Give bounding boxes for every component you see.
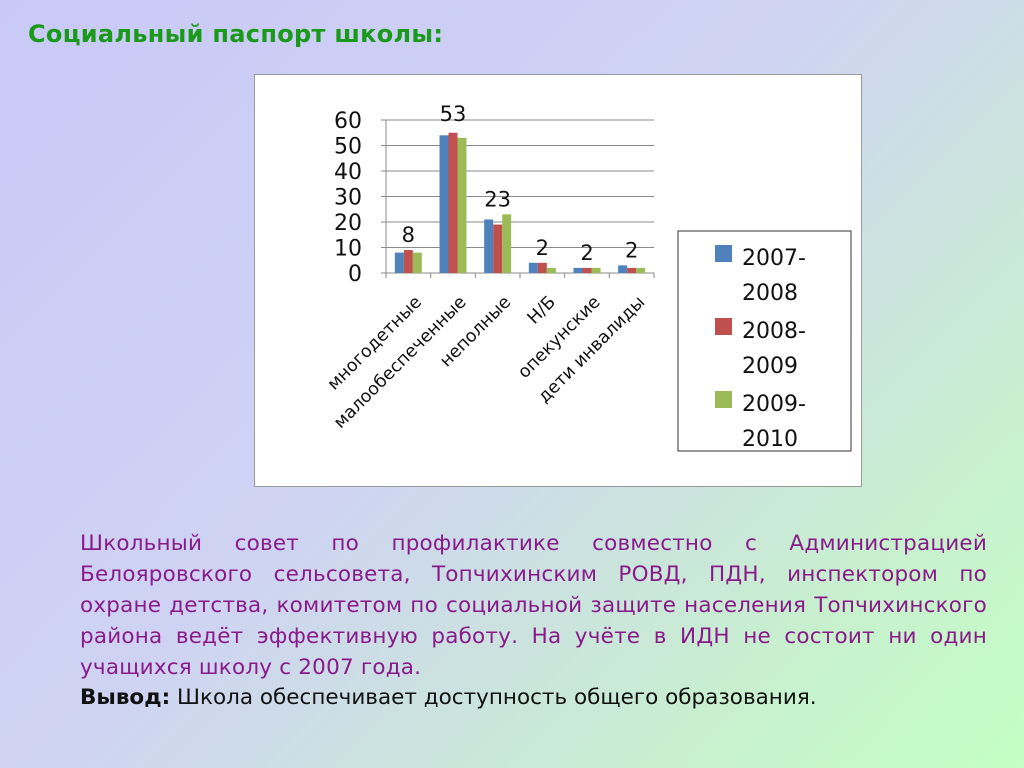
legend-label-cont: 2010 bbox=[742, 427, 798, 452]
bar bbox=[627, 267, 637, 273]
bar bbox=[403, 250, 413, 273]
legend-label: 2007- bbox=[742, 246, 806, 271]
bar bbox=[448, 132, 458, 273]
legend-label: 2008- bbox=[742, 319, 806, 344]
chart-frame: 0 10 20 30 40 50 60 8 многодетные 53 малообеспечен… bbox=[254, 74, 862, 487]
x-tick-label: Н/Б bbox=[524, 292, 560, 328]
legend-label-cont: 2008 bbox=[742, 281, 798, 306]
legend-swatch bbox=[715, 318, 732, 335]
bar bbox=[493, 224, 503, 273]
y-tick-label: 20 bbox=[334, 211, 362, 236]
slide-title: Социальный паспорт школы: bbox=[28, 20, 444, 48]
conclusion-label: Вывод: bbox=[80, 685, 171, 710]
bar bbox=[484, 219, 494, 273]
bar bbox=[582, 267, 592, 273]
conclusion-text: Школа обеспечивает доступность общего об… bbox=[170, 685, 817, 710]
data-label: 8 bbox=[402, 223, 415, 247]
y-tick-label: 10 bbox=[334, 237, 362, 262]
bar bbox=[636, 267, 646, 273]
data-label: 23 bbox=[484, 187, 511, 211]
data-label: 2 bbox=[580, 241, 593, 265]
bar bbox=[591, 267, 601, 273]
bar bbox=[439, 135, 449, 273]
y-tick-label: 60 bbox=[334, 109, 362, 134]
bar bbox=[528, 262, 538, 273]
legend-label-cont: 2009 bbox=[742, 354, 798, 379]
bar bbox=[546, 267, 556, 273]
data-label: 2 bbox=[536, 236, 549, 260]
y-tick-label: 40 bbox=[334, 160, 362, 185]
conclusion: Вывод: Школа обеспечивает доступность об… bbox=[80, 682, 987, 713]
y-tick-label: 0 bbox=[348, 262, 362, 287]
bar-chart: 01020304050608многодетные53малообеспечен… bbox=[324, 102, 852, 452]
legend-swatch bbox=[715, 245, 732, 262]
bar bbox=[457, 137, 467, 273]
body-paragraph: Школьный совет по профилактике совместно… bbox=[80, 531, 987, 680]
y-tick-label: 30 bbox=[334, 186, 362, 211]
legend-swatch bbox=[715, 391, 732, 408]
bar bbox=[537, 262, 547, 273]
bar bbox=[502, 214, 512, 273]
bar bbox=[573, 267, 583, 273]
data-label: 2 bbox=[625, 238, 638, 262]
bar bbox=[618, 265, 628, 273]
bar bbox=[412, 252, 422, 273]
legend-box bbox=[677, 230, 852, 452]
legend-label: 2009- bbox=[742, 392, 806, 417]
bar bbox=[394, 252, 404, 273]
data-label: 53 bbox=[440, 102, 467, 126]
y-tick-label: 50 bbox=[334, 135, 362, 160]
